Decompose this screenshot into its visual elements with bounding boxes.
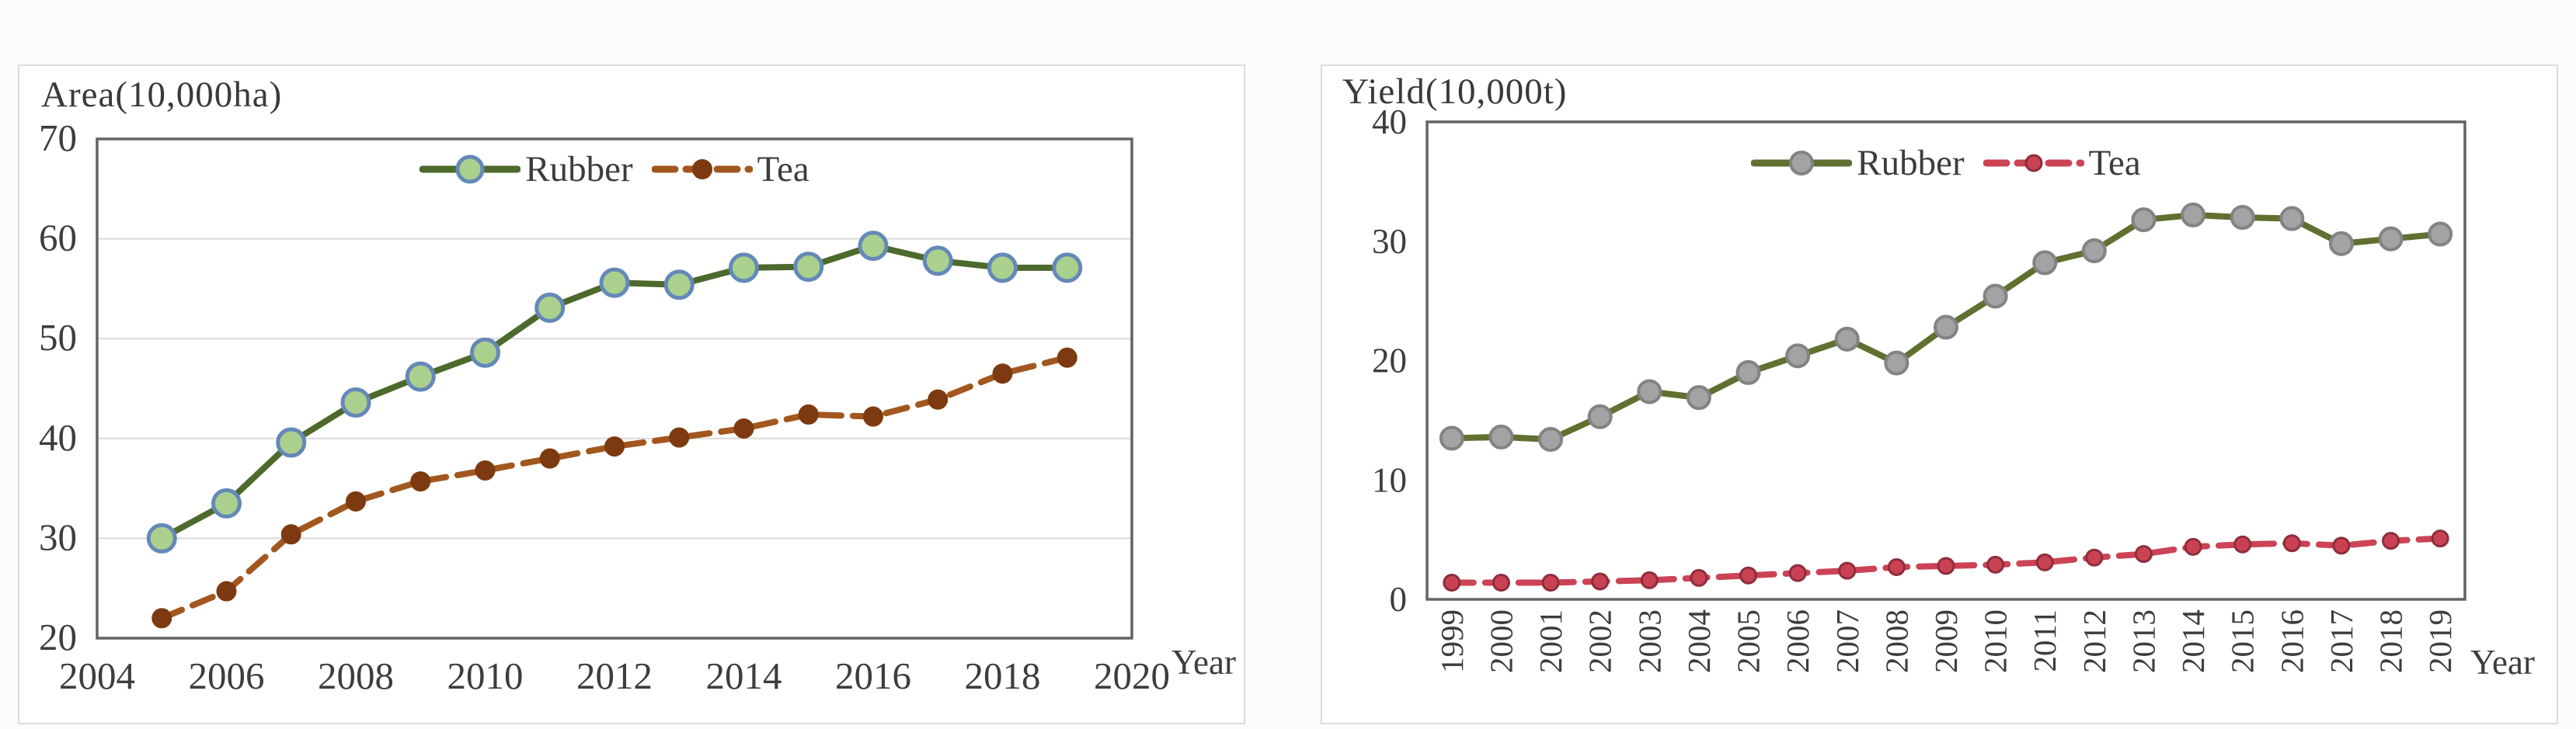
yield-legend: Rubber Tea xyxy=(1427,142,2465,184)
tea-legend-key-icon xyxy=(651,159,753,179)
y-tick-label: 40 xyxy=(39,416,77,459)
y-tick-label: 30 xyxy=(1372,222,1407,261)
x-tick-label: 2013 xyxy=(2125,609,2161,673)
area-legend-item-tea: Tea xyxy=(651,148,809,190)
x-tick-label: 2009 xyxy=(1928,609,1964,673)
x-tick-label: 2018 xyxy=(965,654,1041,697)
rubber-legend-key-icon xyxy=(1751,151,1853,175)
x-tick-label: 2015 xyxy=(2225,609,2261,673)
x-tick-label: 2008 xyxy=(318,654,394,697)
area-legend-item-rubber: Rubber xyxy=(419,148,633,190)
legend-label: Tea xyxy=(757,149,809,189)
x-tick-label: 2011 xyxy=(2027,609,2063,672)
x-tick-label: 2016 xyxy=(835,654,911,697)
x-tick-label: 2004 xyxy=(1681,609,1717,673)
area-tea-markers xyxy=(151,347,1077,629)
yield-chart-title: Yield(10,000t) xyxy=(1342,71,1568,112)
rubber-legend-key-icon xyxy=(419,154,521,184)
y-tick-label: 60 xyxy=(39,217,77,259)
x-tick-label: 2003 xyxy=(1631,609,1667,673)
x-tick-label: 2010 xyxy=(1978,609,2014,673)
yield-legend-item-rubber: Rubber xyxy=(1751,142,1965,184)
legend-label: Rubber xyxy=(525,149,633,189)
legend-label: Tea xyxy=(2088,143,2141,183)
x-tick-label: 2014 xyxy=(706,654,782,697)
area-tea-line xyxy=(158,354,1070,622)
area-legend: Rubber Tea xyxy=(97,148,1132,190)
x-tick-label: 2010 xyxy=(447,654,524,697)
x-tick-label: 2005 xyxy=(1731,609,1767,673)
y-tick-label: 70 xyxy=(39,116,77,159)
area-chart-panel: Area(10,000ha) Year 70 60 50 40 30 20 2004 2006… xyxy=(18,64,1245,724)
yield-legend-item-tea: Tea xyxy=(1982,142,2141,184)
x-tick-label: 2001 xyxy=(1533,609,1568,673)
area-plot-frame xyxy=(96,137,1133,640)
x-tick-label: 2006 xyxy=(1780,609,1815,673)
x-tick-label: 2020 xyxy=(1094,654,1170,697)
area-chart-title: Area(10,000ha) xyxy=(41,75,283,115)
x-tick-label: 2017 xyxy=(2324,609,2359,673)
yield-tea-line xyxy=(1448,535,2444,586)
y-tick-label: 0 xyxy=(1390,580,1408,619)
yield-rubber-markers xyxy=(1439,202,2453,452)
x-tick-label: 2000 xyxy=(1483,609,1519,673)
y-tick-label: 20 xyxy=(1372,342,1407,380)
y-tick-label: 40 xyxy=(1372,102,1407,141)
y-tick-label: 20 xyxy=(39,616,77,658)
x-tick-label: 2014 xyxy=(2175,609,2211,673)
y-tick-label: 10 xyxy=(1372,460,1407,499)
x-tick-label: 2006 xyxy=(189,654,265,697)
x-tick-label: 1999 xyxy=(1434,609,1470,673)
y-tick-label: 50 xyxy=(39,316,77,359)
area-rubber-markers xyxy=(146,231,1083,554)
y-tick-label: 30 xyxy=(39,516,77,558)
x-tick-label: 2008 xyxy=(1878,609,1914,673)
yield-x-axis-label: Year xyxy=(2470,643,2535,682)
x-tick-label: 2012 xyxy=(576,654,653,697)
x-tick-label: 2002 xyxy=(1582,609,1618,673)
legend-label: Rubber xyxy=(1857,143,1965,183)
x-tick-label: 2004 xyxy=(59,654,135,697)
yield-tea-markers xyxy=(1443,529,2449,592)
x-tick-label: 2018 xyxy=(2373,609,2409,673)
area-x-axis-label: Year xyxy=(1171,643,1236,682)
x-tick-label: 2007 xyxy=(1829,609,1865,673)
x-tick-label: 2019 xyxy=(2422,609,2458,673)
x-tick-label: 2012 xyxy=(2076,609,2112,673)
tea-legend-key-icon xyxy=(1982,154,2084,172)
yield-plot-frame xyxy=(1426,120,2466,601)
x-tick-label: 2016 xyxy=(2274,609,2310,673)
yield-chart-panel: Yield(10,000t) Year 40 30 20 10 0 1999 2000 200… xyxy=(1321,64,2558,724)
